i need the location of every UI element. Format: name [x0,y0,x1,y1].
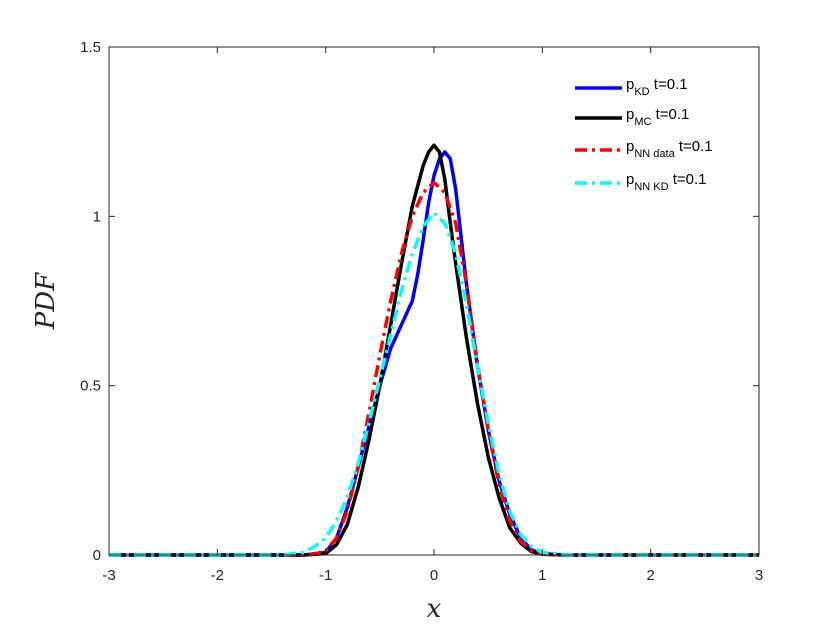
y-axis-label: PDF [31,272,61,330]
x-tick-label: 1 [538,567,546,584]
legend-entry-nn-kd: pNN KD t=0.1 [626,171,707,193]
legend-suffix: t=0.1 [651,106,689,123]
series-line-nn-data [109,180,759,557]
legend-subscript: KD [634,86,649,98]
legend-subscript: MC [634,116,651,128]
x-tick-label: 3 [755,567,763,584]
legend-suffix: t=0.1 [669,171,707,188]
y-tick-label: 0.5 [80,378,101,395]
series-line-mc [109,143,759,557]
legend-subscript: NN data [634,148,675,160]
y-tick-label: 0 [93,547,101,564]
legend-symbol: p [626,76,634,93]
legend-suffix: t=0.1 [675,138,713,155]
x-tick-label: 2 [646,567,654,584]
x-axis-label: x [427,594,442,624]
legend-symbol: p [626,138,634,155]
legend-symbol: p [626,106,634,123]
x-tick-label: -3 [102,567,115,584]
legend-entry-mc: pMC t=0.1 [626,106,689,128]
y-tick-label: 1.5 [80,39,101,56]
series-line-nn-kd [109,211,759,557]
x-tick-label: -1 [319,567,332,584]
legend-subscript: NN KD [634,181,668,193]
x-tick-label: -2 [211,567,224,584]
y-tick-label: 1 [93,208,101,225]
series-layer [109,143,759,557]
legend-suffix: t=0.1 [650,76,688,93]
legend-entry-kd: pKD t=0.1 [626,76,688,98]
legend-entry-nn-data: pNN data t=0.1 [626,138,713,160]
x-tick-label: 0 [430,567,438,584]
plot-area [109,47,759,555]
legend-symbol: p [626,171,634,188]
tick-layer: -3 -2 -1 0 1 2 3 0 0.5 1 1.5 [80,39,763,584]
